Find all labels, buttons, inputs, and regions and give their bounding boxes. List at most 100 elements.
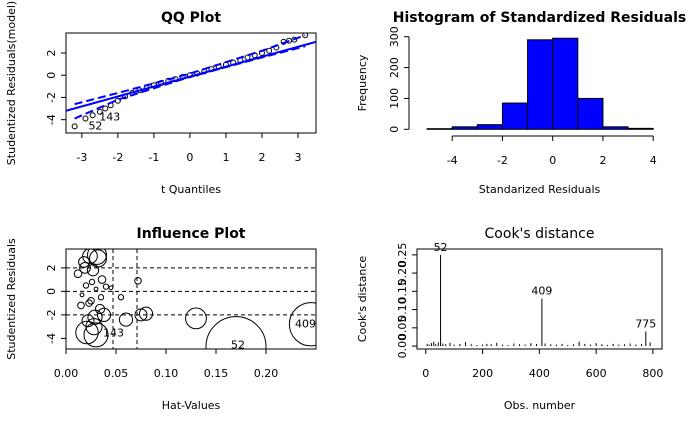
point bbox=[285, 37, 292, 44]
y-tick-label: -2 bbox=[45, 309, 58, 320]
x-axis-label: Obs. number bbox=[504, 399, 576, 412]
envelope-line bbox=[74, 45, 306, 120]
point bbox=[302, 33, 309, 39]
bubble bbox=[73, 269, 83, 279]
y-axis-label: Cook's distance bbox=[356, 256, 369, 343]
x-tick-label: 600 bbox=[586, 367, 607, 380]
y-tick-label: 100 bbox=[388, 88, 401, 109]
histogram-bar bbox=[426, 128, 453, 130]
x-tick-label: 2 bbox=[599, 154, 606, 167]
point bbox=[102, 105, 109, 112]
y-tick-label: 2 bbox=[45, 50, 58, 57]
annotation: 775 bbox=[635, 317, 656, 330]
histogram-bar bbox=[451, 126, 478, 130]
annotation: 52 bbox=[434, 241, 448, 254]
bubble bbox=[97, 275, 107, 284]
y-tick-label: -4 bbox=[45, 114, 58, 125]
chart-title: Cook's distance bbox=[485, 226, 595, 242]
x-tick-label: 400 bbox=[529, 367, 550, 380]
x-tick-label: 4 bbox=[650, 154, 657, 167]
point bbox=[96, 108, 103, 115]
x-axis-label: Standarized Residuals bbox=[479, 183, 601, 196]
bubble bbox=[117, 294, 125, 301]
bubble bbox=[83, 322, 109, 348]
x-tick-label: 0 bbox=[422, 367, 429, 380]
point bbox=[266, 47, 273, 54]
y-tick-label: 0.15 bbox=[396, 279, 409, 304]
y-tick-label: -2 bbox=[45, 92, 58, 103]
bubble bbox=[77, 301, 85, 310]
bubble bbox=[87, 249, 107, 265]
plot-frame bbox=[416, 248, 663, 350]
bubble bbox=[82, 282, 90, 289]
bubble bbox=[86, 263, 100, 277]
bubble bbox=[118, 312, 134, 327]
envelope-line bbox=[74, 34, 306, 106]
histogram-bar bbox=[501, 102, 529, 130]
histogram-bar bbox=[602, 126, 629, 130]
bubble bbox=[93, 286, 99, 292]
y-axis-label: Frequency bbox=[356, 54, 369, 111]
y-tick-label: 0 bbox=[388, 126, 401, 133]
plot-frame bbox=[65, 32, 317, 134]
chart-title: Influence Plot bbox=[136, 226, 245, 242]
histogram-bar bbox=[476, 124, 503, 130]
y-tick-label: 0 bbox=[45, 72, 58, 79]
histogram-bar bbox=[527, 39, 554, 130]
chart-title: Histogram of Standardized Residuals bbox=[393, 10, 686, 26]
annotation: 52 bbox=[88, 119, 102, 132]
bubble bbox=[82, 249, 98, 264]
x-tick-label: 2 bbox=[258, 151, 265, 164]
x-tick-label: -2 bbox=[112, 151, 123, 164]
x-axis-label: t Quantiles bbox=[161, 183, 221, 196]
annotation: 409 bbox=[295, 317, 316, 330]
y-tick-label: -4 bbox=[45, 333, 58, 344]
y-tick-label: 300 bbox=[388, 26, 401, 47]
x-tick-label: -4 bbox=[447, 154, 458, 167]
y-tick-label: 0 bbox=[45, 288, 58, 295]
chart-title: QQ Plot bbox=[161, 10, 221, 26]
annotation: 52 bbox=[231, 338, 245, 351]
bubble bbox=[89, 249, 107, 268]
point bbox=[89, 112, 96, 119]
point bbox=[291, 36, 298, 43]
y-axis-label: Studentized Residuals bbox=[5, 238, 18, 360]
point bbox=[114, 97, 121, 104]
bubble bbox=[138, 306, 154, 321]
x-tick-label: -3 bbox=[76, 151, 87, 164]
x-tick-label: -2 bbox=[497, 154, 508, 167]
x-tick-label: 0.10 bbox=[154, 367, 179, 380]
x-tick-label: 0.00 bbox=[54, 367, 79, 380]
bubble bbox=[102, 283, 110, 290]
histogram-bar bbox=[577, 97, 604, 130]
bubble bbox=[288, 302, 316, 347]
x-tick-label: 200 bbox=[472, 367, 493, 380]
bubble bbox=[205, 316, 267, 349]
bubble bbox=[75, 320, 99, 345]
x-tick-label: 0 bbox=[549, 154, 556, 167]
x-tick-label: 800 bbox=[642, 367, 663, 380]
y-tick-label: 0.00 bbox=[396, 334, 409, 359]
bubble bbox=[134, 276, 142, 285]
bubble bbox=[85, 299, 93, 307]
x-axis-label: Hat-Values bbox=[162, 399, 221, 412]
point bbox=[71, 123, 78, 130]
bubble bbox=[85, 318, 103, 336]
x-tick-label: 0 bbox=[186, 151, 193, 164]
bubble bbox=[88, 278, 96, 286]
x-tick-label: -1 bbox=[148, 151, 159, 164]
x-tick-label: 3 bbox=[294, 151, 301, 164]
bubble bbox=[185, 307, 207, 330]
bubble bbox=[78, 256, 90, 268]
x-tick-label: 1 bbox=[222, 151, 229, 164]
y-tick-label: 0.20 bbox=[396, 261, 409, 286]
bubble bbox=[97, 294, 105, 301]
bubble bbox=[96, 307, 112, 322]
x-tick-label: 0.20 bbox=[254, 367, 279, 380]
bubble bbox=[79, 292, 85, 298]
bubble bbox=[79, 261, 91, 274]
y-tick-label: 0.10 bbox=[396, 297, 409, 322]
point bbox=[82, 115, 89, 122]
plot-frame bbox=[65, 248, 317, 350]
